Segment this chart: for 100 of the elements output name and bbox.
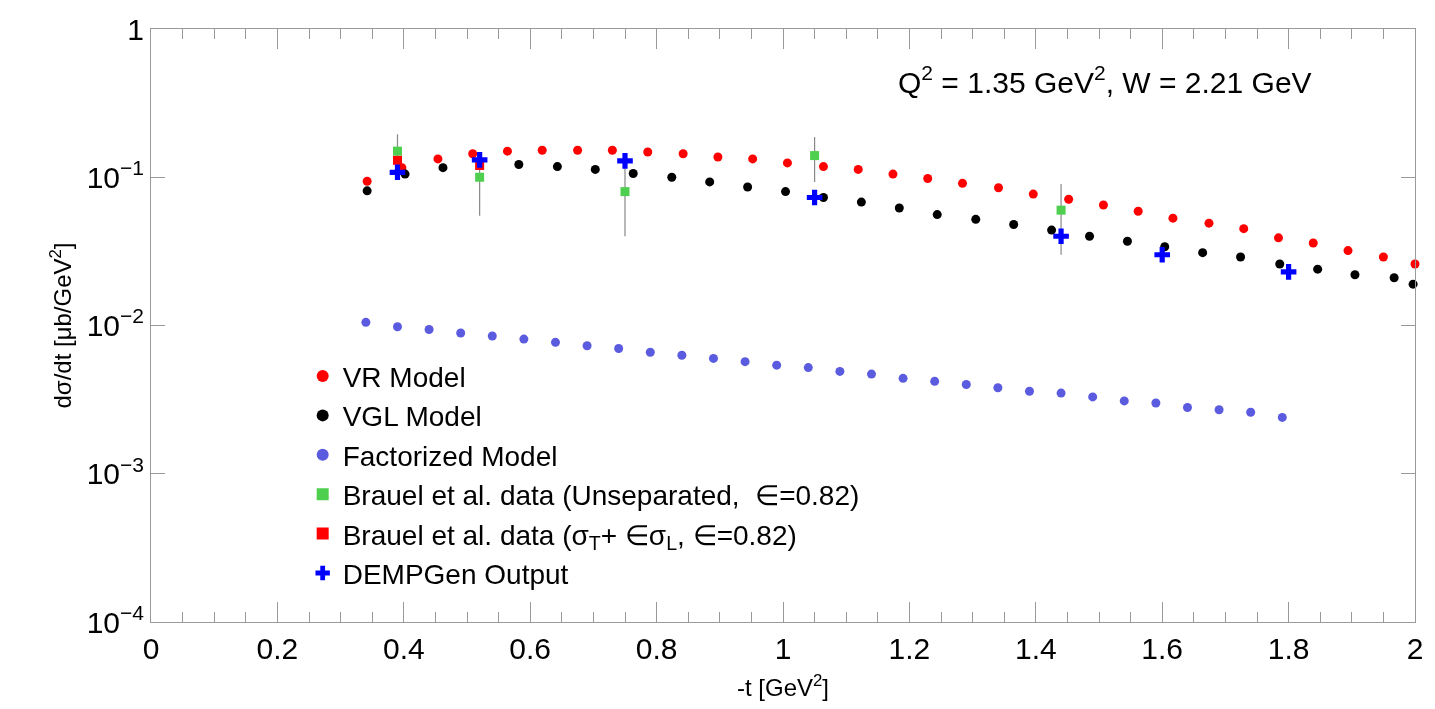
y-tick-label: 10$^{−4}$: [86, 600, 145, 639]
point: [1028, 189, 1038, 199]
point: [438, 163, 448, 173]
point: [1122, 236, 1132, 246]
x-axis-title: -t [GeV$^{2}$]: [736, 671, 830, 702]
point: [468, 149, 478, 159]
point: [392, 322, 402, 332]
x-tick-label: 1.6: [1141, 632, 1184, 665]
point: [392, 155, 402, 165]
point: [514, 159, 524, 169]
point: [487, 331, 497, 341]
point: [1182, 402, 1192, 412]
point: [932, 210, 942, 220]
x-tick-label: 1: [774, 632, 792, 665]
x-tick-label: 0.4: [382, 632, 425, 665]
point: [705, 177, 715, 187]
point: [853, 164, 863, 174]
point: [471, 152, 488, 168]
point: [1273, 233, 1283, 243]
point: [888, 169, 898, 179]
point: [803, 363, 813, 373]
point: [1198, 248, 1208, 258]
point: [1343, 246, 1353, 256]
point: [628, 169, 638, 178]
y-tick-label: 10$^{−1}$: [86, 156, 144, 194]
point: [456, 328, 466, 338]
point: [957, 178, 967, 188]
point: [894, 203, 904, 213]
point: [1308, 238, 1318, 248]
x-tick-label: 1.8: [1267, 632, 1310, 665]
legend-label: Brauel et al. data (Unseparated, ∈=0.82): [342, 480, 860, 512]
point: [1133, 206, 1143, 216]
point: [392, 146, 402, 156]
point: [362, 186, 372, 196]
annotation: Q$^{2}$ = 1.35 GeV$^{2}$, W = 2.21 GeV: [898, 61, 1312, 99]
point: [781, 187, 791, 197]
point: [1277, 412, 1287, 422]
point: [1053, 228, 1069, 245]
point: [1064, 194, 1074, 204]
point: [1009, 220, 1019, 230]
point: [1056, 388, 1066, 398]
point: [971, 214, 981, 224]
point: [389, 164, 406, 181]
point: [617, 153, 633, 169]
x-tick-label: 0: [142, 632, 160, 665]
point: [582, 341, 592, 351]
x-tick-label: 0.8: [635, 632, 678, 665]
point: [1378, 252, 1388, 262]
legend-label: Factorized Model: [342, 440, 558, 472]
legend-label: Brauel et al. data (σ$_{T}$+ ∈σ$_{L}$, ∈=0.82): [342, 519, 797, 555]
point: [898, 373, 908, 383]
point: [1047, 225, 1057, 235]
point: [607, 145, 617, 155]
point: [1204, 218, 1214, 228]
point: [740, 357, 750, 367]
point: [502, 146, 512, 156]
point: [866, 369, 876, 379]
point: [1168, 213, 1178, 223]
point: [424, 324, 434, 334]
point: [1088, 392, 1098, 402]
point: [362, 176, 372, 186]
point: [614, 343, 624, 353]
y-tick-label: 1: [127, 12, 144, 46]
point: [782, 158, 792, 168]
point: [1151, 398, 1161, 408]
legend-label: DEMPGen Output: [342, 558, 569, 590]
point: [1246, 407, 1256, 417]
point: [713, 152, 723, 162]
point: [475, 172, 485, 182]
point: [994, 183, 1004, 193]
point: [1098, 200, 1108, 210]
point: [620, 187, 630, 197]
legend-label: VR Model: [342, 361, 466, 393]
point: [708, 353, 718, 363]
point: [1024, 386, 1034, 396]
point: [810, 151, 820, 161]
point: [1313, 264, 1323, 274]
point: [1350, 270, 1360, 280]
x-tick-label: 1.4: [1014, 632, 1057, 665]
point: [1056, 205, 1066, 215]
point: [643, 147, 653, 157]
point: [961, 379, 971, 389]
point: [1119, 396, 1129, 406]
point: [645, 347, 655, 357]
point: [818, 162, 828, 172]
point: [433, 154, 443, 164]
point: [573, 145, 583, 155]
point: [537, 145, 547, 155]
point: [1214, 405, 1224, 415]
point: [1239, 224, 1249, 234]
point: [748, 154, 758, 164]
legend-label: VGL Model: [342, 401, 482, 433]
point: [930, 376, 940, 386]
point: [743, 182, 753, 192]
point: [1085, 231, 1095, 241]
point: [806, 189, 823, 206]
point: [667, 172, 677, 182]
point: [923, 174, 933, 184]
point: [1275, 259, 1285, 269]
point: [677, 350, 687, 360]
